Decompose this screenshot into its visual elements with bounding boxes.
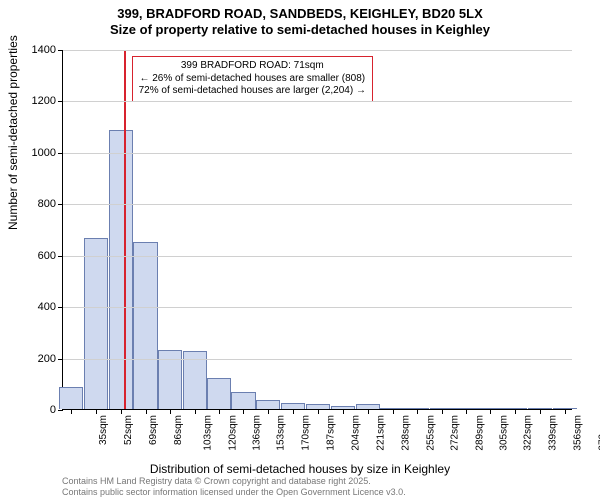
- xtick-label: 187sqm: [326, 415, 337, 451]
- title-line-2: Size of property relative to semi-detach…: [0, 22, 600, 38]
- xtick-mark: [417, 409, 418, 414]
- xtick-mark: [146, 409, 147, 414]
- ytick-mark: [58, 307, 63, 308]
- xtick-mark: [195, 409, 196, 414]
- grid-line: [63, 359, 572, 360]
- xtick-mark: [515, 409, 516, 414]
- xtick-mark: [293, 409, 294, 414]
- xtick-label: 356sqm: [573, 415, 584, 451]
- xtick-mark: [71, 409, 72, 414]
- histogram-bar: [133, 242, 157, 409]
- xtick-label: 272sqm: [450, 415, 461, 451]
- xtick-mark: [540, 409, 541, 414]
- ytick-label: 1000: [16, 147, 56, 159]
- xtick-mark: [565, 409, 566, 414]
- ytick-mark: [58, 204, 63, 205]
- grid-line: [63, 50, 572, 51]
- ytick-mark: [58, 256, 63, 257]
- callout-line-1: 399 BRADFORD ROAD: 71sqm: [139, 60, 366, 73]
- xtick-mark: [393, 409, 394, 414]
- ytick-label: 1200: [16, 95, 56, 107]
- xtick-mark: [318, 409, 319, 414]
- xtick-label: 170sqm: [301, 415, 312, 451]
- ytick-label: 400: [16, 301, 56, 313]
- xtick-label: 120sqm: [228, 415, 239, 451]
- footer-attribution: Contains HM Land Registry data © Crown c…: [62, 476, 406, 498]
- marker-line: [124, 50, 126, 409]
- xtick-mark: [121, 409, 122, 414]
- ytick-label: 600: [16, 250, 56, 262]
- ytick-label: 1400: [16, 44, 56, 56]
- xtick-label: 103sqm: [203, 415, 214, 451]
- xtick-mark: [368, 409, 369, 414]
- xtick-label: 255sqm: [425, 415, 436, 451]
- bars-container: [63, 50, 572, 409]
- xtick-mark: [243, 409, 244, 414]
- xtick-label: 69sqm: [148, 415, 159, 445]
- footer-line-1: Contains HM Land Registry data © Crown c…: [62, 476, 406, 487]
- chart-title: 399, BRADFORD ROAD, SANDBEDS, KEIGHLEY, …: [0, 0, 600, 39]
- histogram-bar: [207, 378, 231, 409]
- xtick-label: 35sqm: [98, 415, 109, 445]
- title-line-1: 399, BRADFORD ROAD, SANDBEDS, KEIGHLEY, …: [0, 6, 600, 22]
- ytick-mark: [58, 101, 63, 102]
- histogram-bar: [231, 392, 255, 409]
- xtick-label: 86sqm: [173, 415, 184, 445]
- xtick-mark: [170, 409, 171, 414]
- xtick-label: 238sqm: [400, 415, 411, 451]
- histogram-bar: [183, 351, 207, 409]
- histogram-bar: [256, 400, 280, 409]
- xtick-label: 136sqm: [251, 415, 262, 451]
- x-axis-label: Distribution of semi-detached houses by …: [0, 462, 600, 476]
- ytick-mark: [58, 410, 63, 411]
- xtick-mark: [268, 409, 269, 414]
- callout-line-3: 72% of semi-detached houses are larger (…: [139, 85, 366, 98]
- xtick-mark: [490, 409, 491, 414]
- grid-line: [63, 204, 572, 205]
- xtick-label: 153sqm: [276, 415, 287, 451]
- xtick-mark: [96, 409, 97, 414]
- ytick-mark: [58, 359, 63, 360]
- xtick-label: 339sqm: [548, 415, 559, 451]
- xtick-label: 221sqm: [375, 415, 386, 451]
- marker-callout: 399 BRADFORD ROAD: 71sqm ← 26% of semi-d…: [132, 56, 373, 102]
- ytick-label: 0: [16, 404, 56, 416]
- callout-line-2: ← 26% of semi-detached houses are smalle…: [139, 73, 366, 86]
- xtick-mark: [343, 409, 344, 414]
- ytick-label: 200: [16, 353, 56, 365]
- xtick-label: 204sqm: [351, 415, 362, 451]
- ytick-mark: [58, 153, 63, 154]
- footer-line-2: Contains public sector information licen…: [62, 487, 406, 498]
- chart-plot-area: 399 BRADFORD ROAD: 71sqm ← 26% of semi-d…: [62, 50, 572, 410]
- xtick-mark: [466, 409, 467, 414]
- histogram-bar: [109, 130, 133, 409]
- xtick-label: 289sqm: [475, 415, 486, 451]
- xtick-mark: [442, 409, 443, 414]
- ytick-label: 800: [16, 198, 56, 210]
- grid-line: [63, 101, 572, 102]
- grid-line: [63, 153, 572, 154]
- histogram-bar: [84, 238, 108, 409]
- histogram-bar: [59, 387, 83, 409]
- xtick-label: 305sqm: [498, 415, 509, 451]
- grid-line: [63, 256, 572, 257]
- xtick-label: 52sqm: [123, 415, 134, 445]
- xtick-label: 322sqm: [523, 415, 534, 451]
- xtick-mark: [219, 409, 220, 414]
- ytick-mark: [58, 50, 63, 51]
- grid-line: [63, 307, 572, 308]
